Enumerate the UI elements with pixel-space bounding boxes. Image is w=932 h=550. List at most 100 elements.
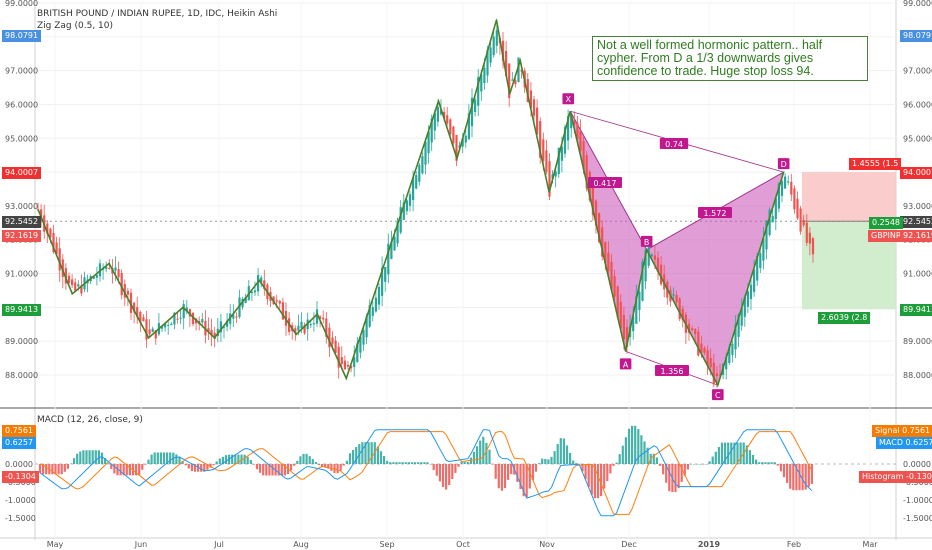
candle-body <box>49 228 52 238</box>
candle-body <box>430 118 433 143</box>
macd-histogram-bar <box>246 456 249 464</box>
candle-body <box>712 362 715 385</box>
candle-body <box>635 296 638 324</box>
label-ratio-xb-box <box>588 177 622 188</box>
macd-histogram-bar <box>321 464 324 468</box>
candle-body <box>579 130 582 151</box>
candle-body <box>201 319 204 323</box>
candle-body <box>675 294 678 303</box>
macd-histogram-bar <box>720 442 724 464</box>
candle-body <box>520 69 523 72</box>
macd-histogram-bar <box>789 464 792 489</box>
candle-body <box>300 321 303 329</box>
macd-histogram-bar <box>150 454 153 464</box>
risk-zone <box>802 172 896 222</box>
macd-histogram-bar <box>662 464 665 475</box>
candle-body <box>207 328 210 333</box>
symbol-title: BRITISH POUND / INDIAN RUPEE, 1D, IDC, H… <box>37 9 278 19</box>
macd-histogram-bar <box>128 464 131 476</box>
candle-body <box>170 323 173 326</box>
candle-body <box>315 309 319 324</box>
candle-body <box>244 297 247 304</box>
macd-histogram-bar <box>730 442 733 464</box>
candle-body <box>796 198 799 219</box>
candle-body <box>647 246 650 266</box>
candle-body <box>328 327 331 348</box>
macd-histogram-bar <box>711 456 714 464</box>
candle-body <box>449 119 452 134</box>
price-tick-label-right: 89.0000 <box>903 337 932 346</box>
candle-body <box>774 198 777 220</box>
candle-body <box>477 77 480 106</box>
macd-histogram-bar <box>308 456 311 464</box>
label-ratio-ac: 1.356 <box>661 367 684 376</box>
candle-body <box>92 276 95 279</box>
candle-body <box>191 312 195 325</box>
macd-histogram-bar <box>786 464 789 483</box>
macd-histogram-bar <box>339 464 342 471</box>
macd-histogram-bar <box>355 447 358 464</box>
candle-body <box>660 264 663 285</box>
candle-body <box>148 329 151 335</box>
risk-reward-tool[interactable] <box>35 172 896 310</box>
macd-histogram-bar <box>243 454 246 464</box>
candle-body <box>433 112 436 131</box>
candle-body <box>98 263 102 277</box>
candle-body <box>591 186 594 216</box>
label-b-box <box>640 235 653 247</box>
annotation-note[interactable]: Not a well formed hormonic pattern.. hal… <box>592 36 868 81</box>
candle-body <box>650 254 653 257</box>
candle-body <box>384 266 387 282</box>
candle-body <box>749 284 753 300</box>
candle-body <box>250 291 253 294</box>
candle-body <box>470 97 474 127</box>
macd-tick-label-left: -1.5000 <box>5 514 36 523</box>
histogram-legend: Histogram -0.1304 <box>859 471 932 483</box>
macd-histogram-bar <box>658 464 662 466</box>
candle-body <box>319 316 322 319</box>
candle-body <box>554 171 557 177</box>
candle-body <box>573 121 576 125</box>
candle-body <box>731 344 734 355</box>
candle-body <box>334 340 337 353</box>
macd-histogram-bar <box>324 464 327 468</box>
label-ratio-xd-box <box>659 138 689 149</box>
macd-histogram-bar <box>283 464 286 476</box>
macd-histogram-bar <box>727 442 730 464</box>
macd-histogram-bar <box>311 459 314 464</box>
candle-body <box>805 222 808 243</box>
macd-histogram-bar <box>770 462 773 464</box>
macd-histogram-bar <box>386 460 389 464</box>
macd-histogram-bar <box>426 462 429 464</box>
macd-histogram-bar <box>572 460 575 464</box>
macd-histogram-bar <box>534 464 538 472</box>
macd-histogram-bar <box>680 464 683 482</box>
macd-histogram-bar <box>733 442 736 464</box>
macd-signal-line <box>39 431 813 515</box>
macd-histogram-bar <box>175 454 178 464</box>
macd-histogram-bar <box>724 442 727 464</box>
candle-body <box>226 320 229 327</box>
macd-histogram-bar <box>556 443 559 464</box>
macd-histogram-bar <box>531 464 534 481</box>
zigzag-indicator <box>37 19 785 388</box>
candle-body <box>762 238 765 261</box>
last-price-tag-left: 92.5452 <box>2 216 42 228</box>
price-tick-label-left: 95.0000 <box>5 134 38 143</box>
candle-body <box>129 292 133 313</box>
macd-histogram-bar <box>379 451 383 464</box>
macd-histogram-bar <box>215 461 218 464</box>
macd-histogram-bar <box>795 464 798 491</box>
macd-histogram-bar <box>240 454 243 464</box>
candle-body <box>681 308 684 321</box>
candle-body <box>120 273 123 296</box>
candle-body <box>725 356 728 370</box>
macd-histogram-bar <box>333 464 336 474</box>
price-tick-label-left: 91.0000 <box>5 270 38 279</box>
label-ratio-ac-box <box>655 365 689 376</box>
macd-pane[interactable] <box>38 425 813 517</box>
last-price-tag-right: 92.5452 <box>900 216 932 228</box>
macd-histogram-bar <box>677 464 680 489</box>
candle-body <box>526 79 529 103</box>
